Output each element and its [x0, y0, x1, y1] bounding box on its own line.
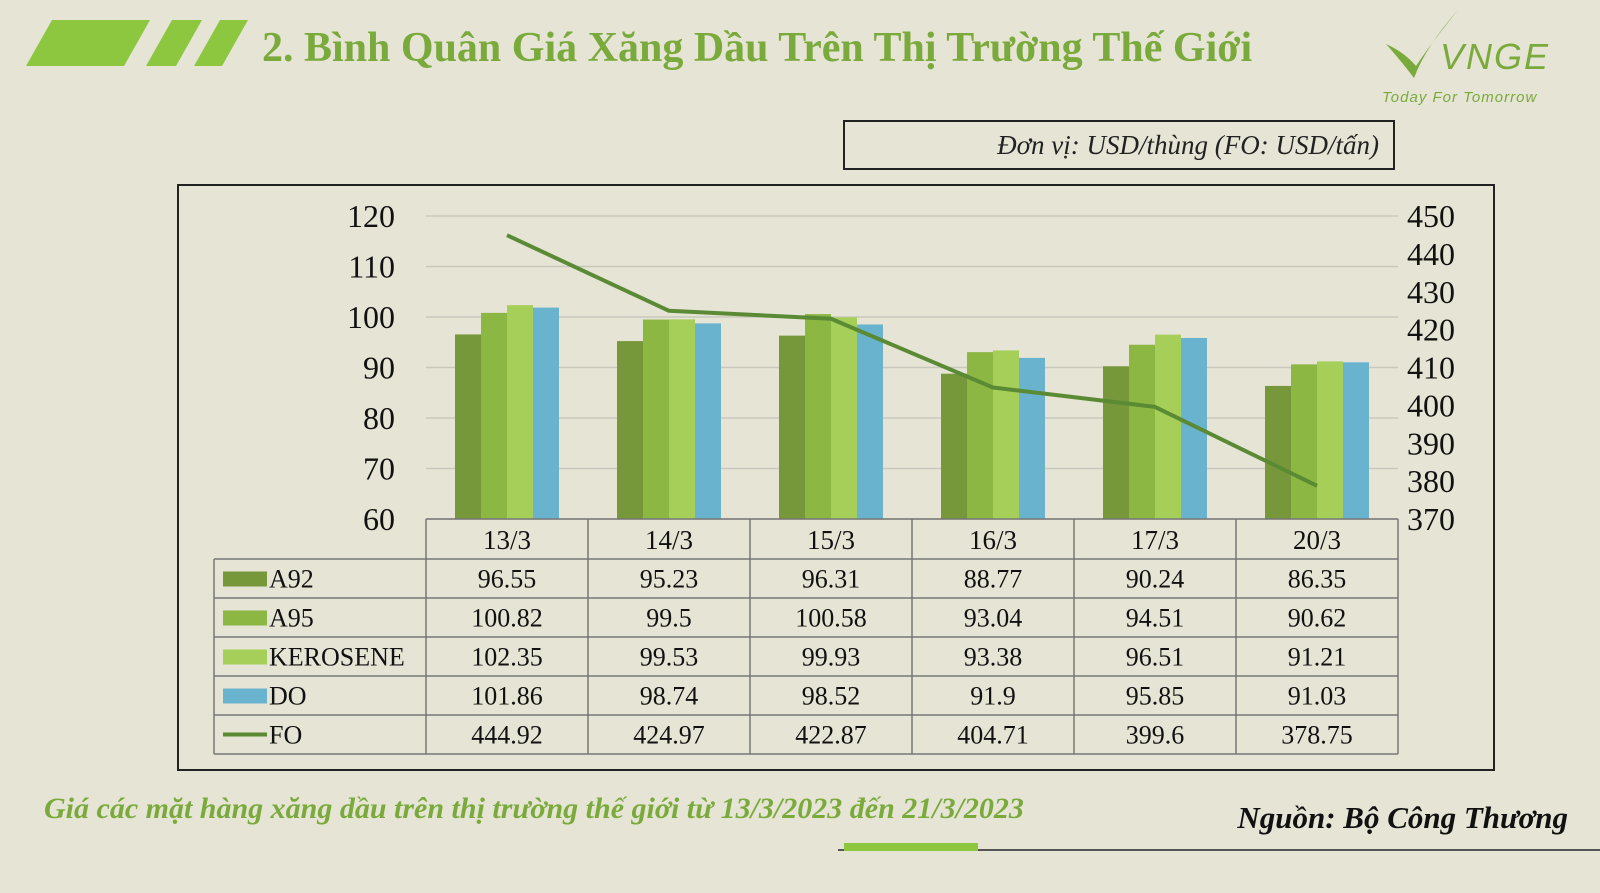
y-right-tick-label: 450 [1407, 198, 1455, 234]
legend-label: A95 [269, 604, 314, 633]
bar-do [1343, 362, 1369, 519]
bar-a92 [941, 373, 967, 519]
data-label: 99.93 [802, 643, 861, 672]
bar-a95 [1129, 344, 1155, 519]
data-label: 102.35 [471, 643, 543, 672]
source-note: Nguồn: Bộ Công Thương [1237, 800, 1568, 835]
y-left-tick-label: 90 [363, 350, 395, 386]
y-left-tick-label: 100 [347, 299, 395, 335]
data-label: 91.9 [970, 682, 1016, 711]
data-label: 424.97 [633, 721, 705, 750]
legend-label: FO [269, 721, 302, 750]
data-label: 99.53 [640, 643, 699, 672]
data-label: 404.71 [957, 721, 1029, 750]
data-label: 100.82 [471, 604, 543, 633]
y-left-tick-label: 80 [363, 400, 395, 436]
data-label: 93.04 [964, 604, 1023, 633]
bar-do [533, 307, 559, 519]
legend-label: A92 [269, 565, 314, 594]
vnge-logo-icon [1386, 10, 1458, 78]
x-category-label: 13/3 [483, 525, 531, 555]
legend-key-a95 [223, 610, 267, 626]
x-category-label: 16/3 [969, 525, 1017, 555]
data-label: 101.86 [471, 682, 543, 711]
unit-note-text: Đơn vị: USD/thùng (FO: USD/tấn) [997, 129, 1379, 160]
combo-chart: 6070809010011012037038039040041042043044… [213, 198, 1455, 755]
data-label: 90.24 [1126, 565, 1185, 594]
x-category-label: 14/3 [645, 525, 693, 555]
footer-accent-bar [844, 843, 978, 851]
legend-label: DO [269, 682, 307, 711]
x-category-label: 15/3 [807, 525, 855, 555]
y-left-tick-label: 60 [363, 501, 395, 537]
chart-frame: 60 70 80 90 100 110 120 370 380 390 400 410 420 430 44… [177, 184, 1495, 771]
bar-do [695, 323, 721, 519]
bar-kerosene [1155, 334, 1181, 519]
bar-do [857, 324, 883, 519]
data-label: 86.35 [1288, 565, 1347, 594]
data-label: 96.51 [1126, 643, 1185, 672]
data-label: 100.58 [795, 604, 867, 633]
x-category-label: 20/3 [1293, 525, 1341, 555]
y-right-tick-label: 430 [1407, 274, 1455, 310]
y-left-tick-label: 70 [363, 451, 395, 487]
bar-a92 [455, 334, 481, 519]
data-label: 99.5 [646, 604, 692, 633]
y-right-tick-label: 420 [1407, 312, 1455, 348]
bar-a95 [643, 319, 669, 519]
y-right-tick-label: 390 [1407, 425, 1455, 461]
chart-caption: Giá các mặt hàng xăng dầu trên thị trườn… [44, 792, 1024, 825]
logo-text: VNGE [1440, 36, 1551, 77]
data-label: 94.51 [1126, 604, 1185, 633]
y-left-tick-label: 120 [347, 198, 395, 234]
y-right-tick-label: 400 [1407, 387, 1455, 423]
data-label: 399.6 [1126, 721, 1185, 750]
y-right-tick-label: 410 [1407, 350, 1455, 386]
data-label: 378.75 [1281, 721, 1353, 750]
page-title: 2. Bình Quân Giá Xăng Dầu Trên Thị Trườn… [262, 25, 1253, 71]
unit-note: Đơn vị: USD/thùng (FO: USD/tấn) [843, 120, 1395, 170]
data-label: 93.38 [964, 643, 1023, 672]
bar-kerosene [993, 350, 1019, 519]
data-label: 422.87 [795, 721, 867, 750]
bar-a92 [1265, 385, 1291, 519]
bar-a95 [1291, 364, 1317, 519]
bar-a95 [805, 314, 831, 519]
data-label: 98.52 [802, 682, 861, 711]
bar-kerosene [831, 317, 857, 519]
bar-a92 [1103, 366, 1129, 519]
legend-key-do [223, 688, 267, 704]
bar-do [1019, 357, 1045, 519]
y-right-tick-label: 380 [1407, 463, 1455, 499]
series-line-fo [506, 233, 1318, 488]
data-label: 95.23 [640, 565, 699, 594]
y-right-tick-label: 370 [1407, 501, 1455, 537]
legend-label: KEROSENE [269, 643, 405, 672]
legend-key-a92 [223, 571, 267, 587]
y-left-tick-label: 110 [348, 249, 395, 285]
decorative-slashes-icon [26, 20, 248, 66]
bar-a92 [617, 341, 643, 519]
bar-kerosene [507, 305, 533, 519]
data-label: 91.03 [1288, 682, 1347, 711]
logo-tagline: Today For Tomorrow [1382, 89, 1538, 106]
bar-a95 [481, 312, 507, 519]
data-label: 96.55 [478, 565, 537, 594]
data-label: 90.62 [1288, 604, 1347, 633]
bar-kerosene [669, 319, 695, 519]
footer-divider [838, 849, 1600, 851]
data-label: 444.92 [471, 721, 543, 750]
data-label: 96.31 [802, 565, 861, 594]
bar-a92 [779, 335, 805, 519]
y-right-tick-label: 440 [1407, 236, 1455, 272]
x-category-label: 17/3 [1131, 525, 1179, 555]
data-label: 95.85 [1126, 682, 1185, 711]
data-label: 91.21 [1288, 643, 1347, 672]
bar-kerosene [1317, 361, 1343, 519]
legend-key-kerosene [223, 649, 267, 665]
data-label: 88.77 [964, 565, 1023, 594]
data-label: 98.74 [640, 682, 699, 711]
